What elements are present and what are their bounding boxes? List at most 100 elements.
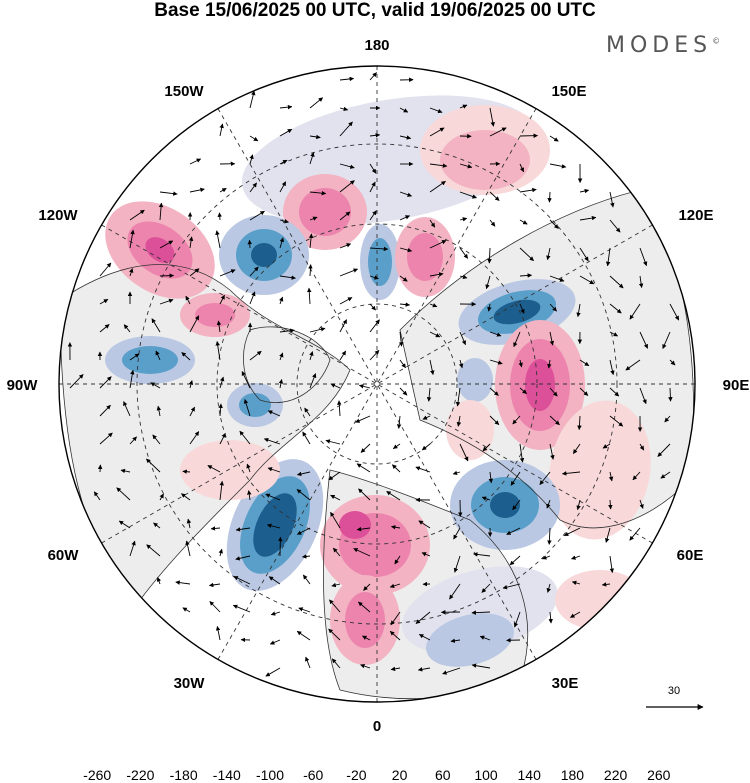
wind-vector (609, 303, 622, 314)
wind-vector (394, 555, 401, 565)
wind-vector (189, 187, 205, 193)
wind-vector (638, 275, 644, 289)
wind-vector (189, 158, 202, 165)
wind-vector (249, 210, 265, 221)
modes-logo: MODES© (606, 33, 720, 58)
wind-vector (158, 202, 164, 221)
colorbar-tick-label: 220 (604, 767, 628, 783)
wind-vector (489, 191, 500, 201)
anomaly-contour (368, 238, 392, 286)
wind-vector (181, 352, 191, 361)
wind-vector (549, 135, 559, 142)
wind-vector (279, 275, 296, 280)
anomaly-contour (251, 243, 277, 267)
wind-vector (118, 520, 131, 529)
wind-vector (471, 610, 491, 615)
wind-vector (279, 237, 285, 249)
map-boundary (58, 65, 696, 703)
wind-vector (159, 191, 178, 196)
wind-vector (639, 247, 648, 267)
wind-vector (662, 331, 671, 350)
latitude-circle (296, 303, 458, 465)
wind-vector (519, 303, 525, 314)
wind-vector (450, 638, 461, 643)
wind-vector (358, 488, 371, 501)
wind-vector (309, 373, 317, 389)
colorbar-tick-label: -140 (213, 767, 241, 783)
wind-vector (265, 493, 281, 501)
wind-vector (369, 275, 379, 280)
wind-vector (249, 90, 256, 109)
wind-vector (396, 415, 402, 429)
label-30E: 30E (552, 675, 579, 692)
wind-vector (577, 415, 582, 431)
wind-vector (549, 331, 555, 346)
wind-vector (601, 582, 611, 587)
wind-vector (189, 431, 200, 445)
colorbar: -260 -220 -180 -140 -100 -60 -20 20 60 100 140 180 2… (83, 767, 671, 783)
wind-vector (609, 415, 624, 427)
wind-vector (249, 135, 259, 142)
wind-vector (99, 376, 112, 389)
wind-vector (489, 415, 500, 426)
wind-vector (153, 522, 161, 529)
map-background (59, 66, 695, 702)
wind-vector (215, 625, 221, 641)
wind-vector (429, 127, 445, 137)
wind-vector (519, 219, 528, 225)
wind-vector (353, 548, 371, 557)
wind-vector (579, 359, 590, 367)
wind-vector (330, 511, 341, 529)
wind-vector (328, 628, 341, 641)
wind-vector (369, 319, 380, 333)
wind-vector (185, 295, 191, 305)
wind-vector (249, 154, 254, 165)
wind-vector (629, 527, 641, 541)
reference-vector-label: 30 (668, 685, 680, 697)
anomaly-contour (180, 440, 280, 500)
anomaly-contour (299, 188, 351, 236)
wind-vector (399, 302, 411, 307)
wind-vector (233, 575, 251, 585)
wind-vector (159, 240, 174, 249)
anomaly-contour (549, 400, 651, 540)
wind-vector (309, 351, 314, 361)
wind-vector (415, 466, 431, 473)
wind-vector (579, 247, 589, 262)
wind-vector (129, 369, 135, 389)
wind-vector (513, 331, 521, 348)
wind-vector (429, 219, 436, 228)
wind-vector (390, 666, 401, 672)
wind-vector (339, 319, 347, 333)
graticule (59, 66, 695, 702)
label-120W: 120W (38, 207, 78, 224)
map-title: Base 15/06/2025 00 UTC, valid 19/06/2025… (154, 0, 596, 21)
wind-vector (279, 181, 287, 193)
wind-vector (278, 379, 284, 389)
wind-vector (339, 163, 355, 169)
anomaly-contour (493, 299, 541, 325)
wind-vector (389, 630, 401, 641)
wind-vector (185, 540, 191, 557)
wind-vector (210, 526, 221, 531)
wind-vector (207, 465, 221, 473)
wind-vector (330, 494, 341, 501)
label-180: 180 (364, 37, 389, 54)
wind-vector (549, 443, 555, 460)
wind-vector (99, 298, 109, 305)
wind-vector (235, 555, 251, 561)
wind-vector (339, 76, 355, 82)
wind-vector (249, 266, 259, 277)
wind-vector (609, 331, 619, 337)
wind-vector (571, 580, 581, 586)
wind-vector (302, 431, 311, 445)
wind-vector (362, 635, 371, 641)
wind-vector (609, 275, 624, 289)
wind-vector (356, 463, 371, 473)
wind-vector (219, 269, 236, 277)
anomaly-contour (345, 592, 385, 648)
wind-vector (579, 387, 589, 396)
wind-vector (279, 296, 284, 305)
wind-vector (489, 359, 503, 365)
wind-vector (539, 471, 551, 485)
